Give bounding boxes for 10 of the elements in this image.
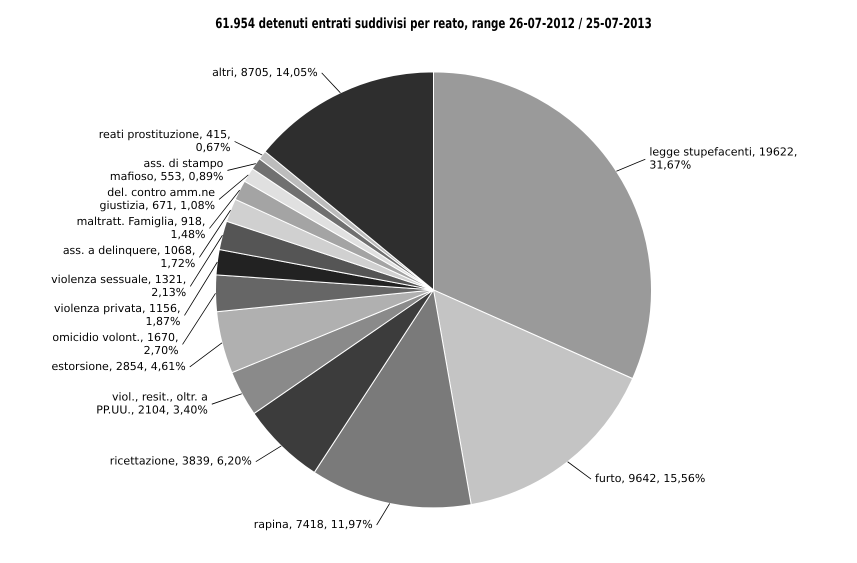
slice-label: maltratt. Famiglia, 918, 1,48% xyxy=(76,214,206,241)
slice-label: ricettazione, 3839, 6,20% xyxy=(110,454,252,468)
slice-label: altri, 8705, 14,05% xyxy=(212,66,318,79)
slice-label: legge stupefacenti, 19622, 31,67% xyxy=(649,146,798,172)
slice-label: estorsione, 2854, 4,61% xyxy=(52,360,186,373)
slice-label: del. contro amm.ne giustizia, 671, 1,08% xyxy=(99,186,216,212)
slice-label: rapina, 7418, 11,97% xyxy=(254,518,373,531)
slice-label: furto, 9642, 15,56% xyxy=(595,472,706,485)
chart-title: 61.954 detenuti entrati suddivisi per reato, range 26-07-2012 / 25-07-2013 xyxy=(215,16,652,32)
slice-label: viol., resit., oltr. a PP.UU., 2104, 3,40% xyxy=(96,390,208,417)
